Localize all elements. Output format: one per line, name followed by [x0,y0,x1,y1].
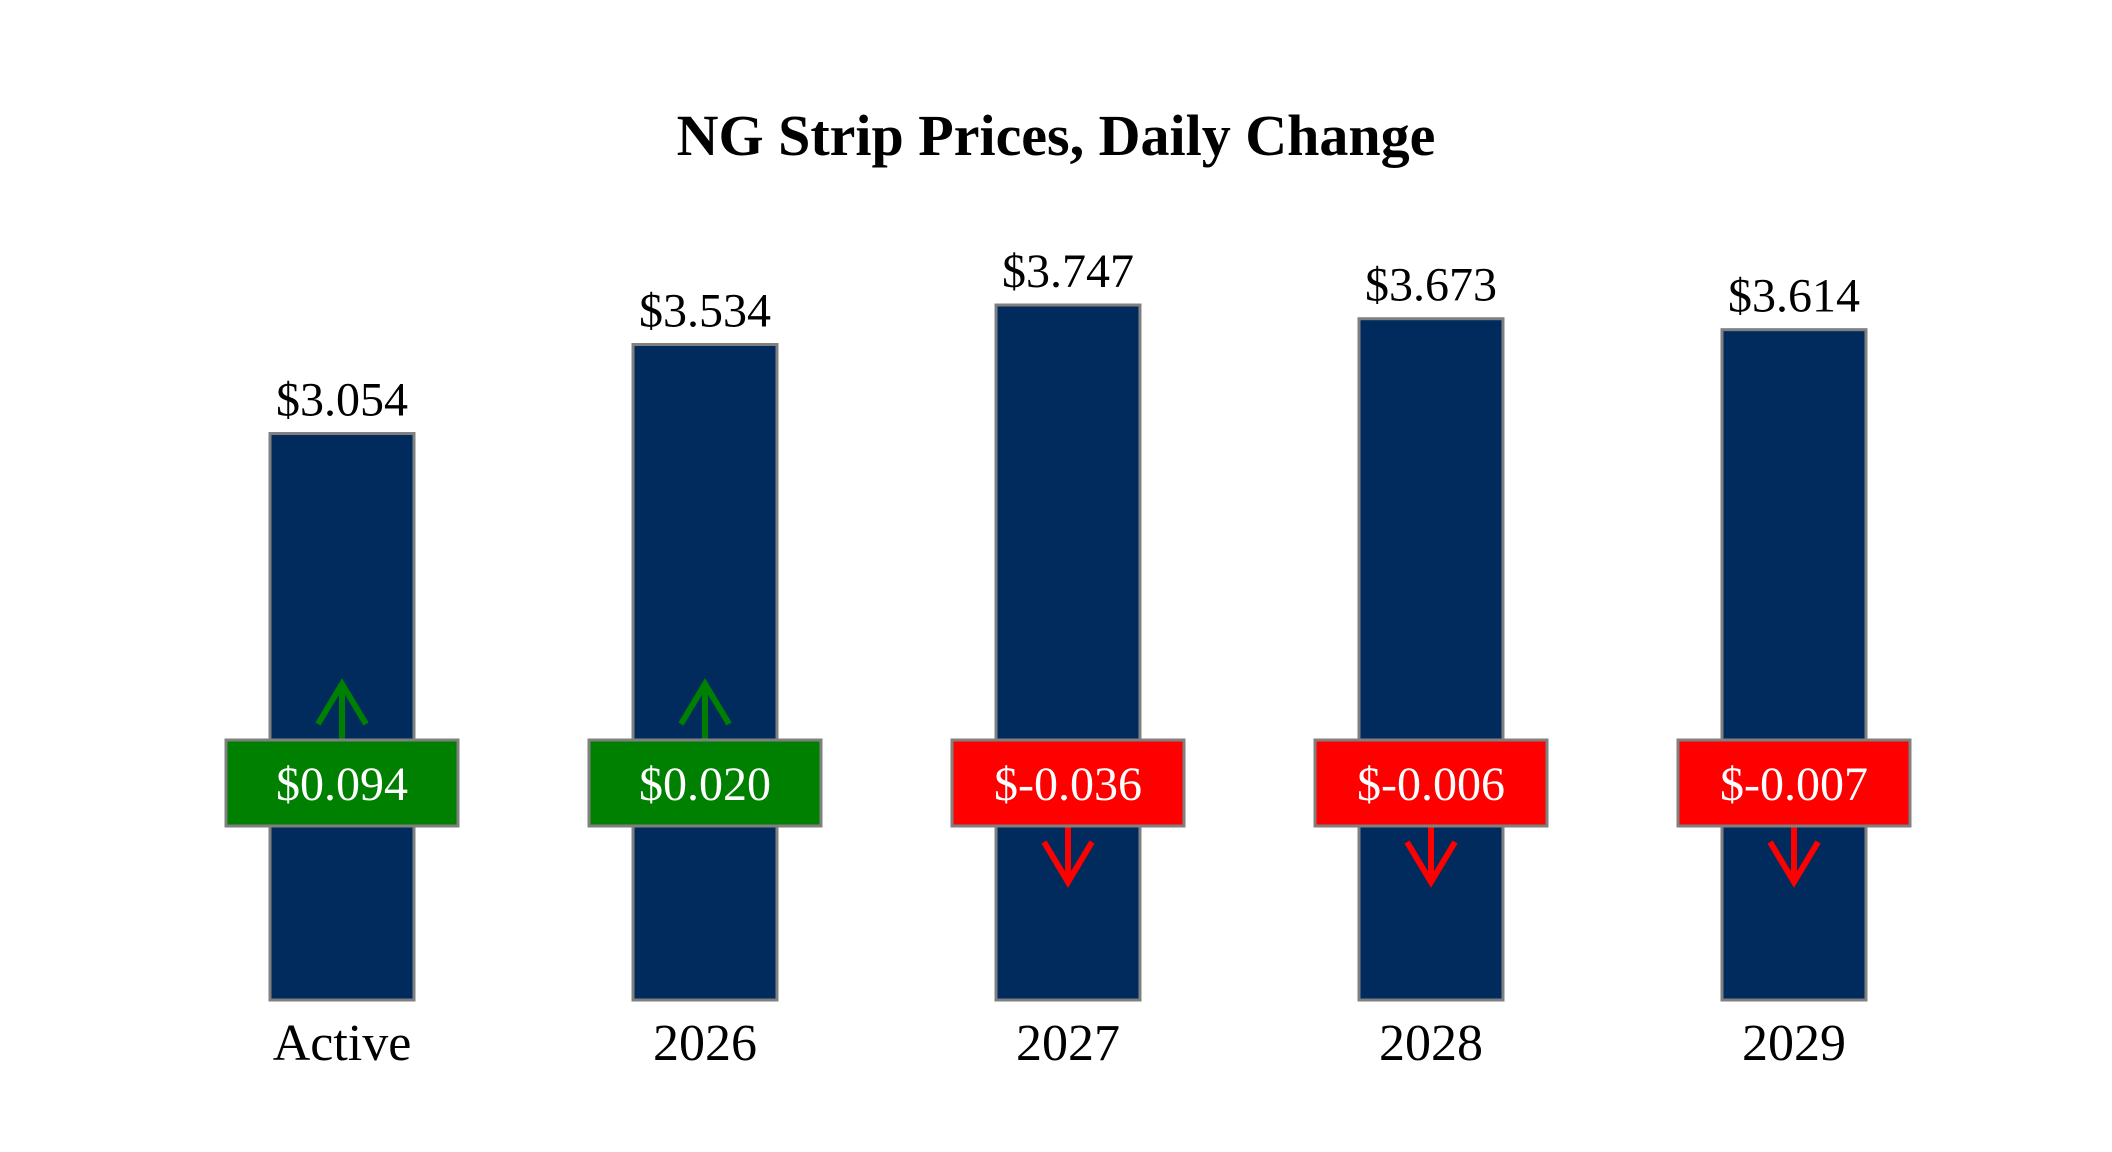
change-label: $-0.036 [994,758,1142,811]
change-label: $-0.006 [1357,758,1505,811]
change-label: $0.020 [639,758,771,811]
change-box [587,738,823,828]
bar-value-label: $3.614 [1728,270,1860,323]
bar [631,343,779,1002]
category-label: 2028 [1379,1015,1483,1072]
bar-value-label: $3.673 [1365,259,1497,312]
category-label: 2029 [1742,1015,1846,1072]
change-box [1676,738,1912,828]
bar-value-label: $3.054 [276,374,408,427]
bar-value-label: $3.534 [639,285,771,338]
change-box [1313,738,1549,828]
change-down-arrow [1404,826,1458,888]
change-up-arrow [315,678,369,740]
change-label: $0.094 [276,758,408,811]
change-box [950,738,1186,828]
change-down-arrow [1041,826,1095,888]
bar [1357,317,1505,1002]
category-label: Active [273,1015,412,1072]
category-label: 2027 [1016,1015,1120,1072]
change-up-arrow [678,678,732,740]
bar-value-label: $3.747 [1002,245,1134,298]
change-box [224,738,460,828]
chart-title: NG Strip Prices, Daily Change [677,103,1436,168]
bar [1720,328,1868,1002]
category-label: 2026 [653,1015,757,1072]
change-down-arrow [1767,826,1821,888]
bar [994,303,1142,1002]
chart-marks: $3.054 Active $0.094 $3.534 2026 $0.020 $3.747… [224,245,1912,1072]
change-label: $-0.007 [1720,758,1868,811]
